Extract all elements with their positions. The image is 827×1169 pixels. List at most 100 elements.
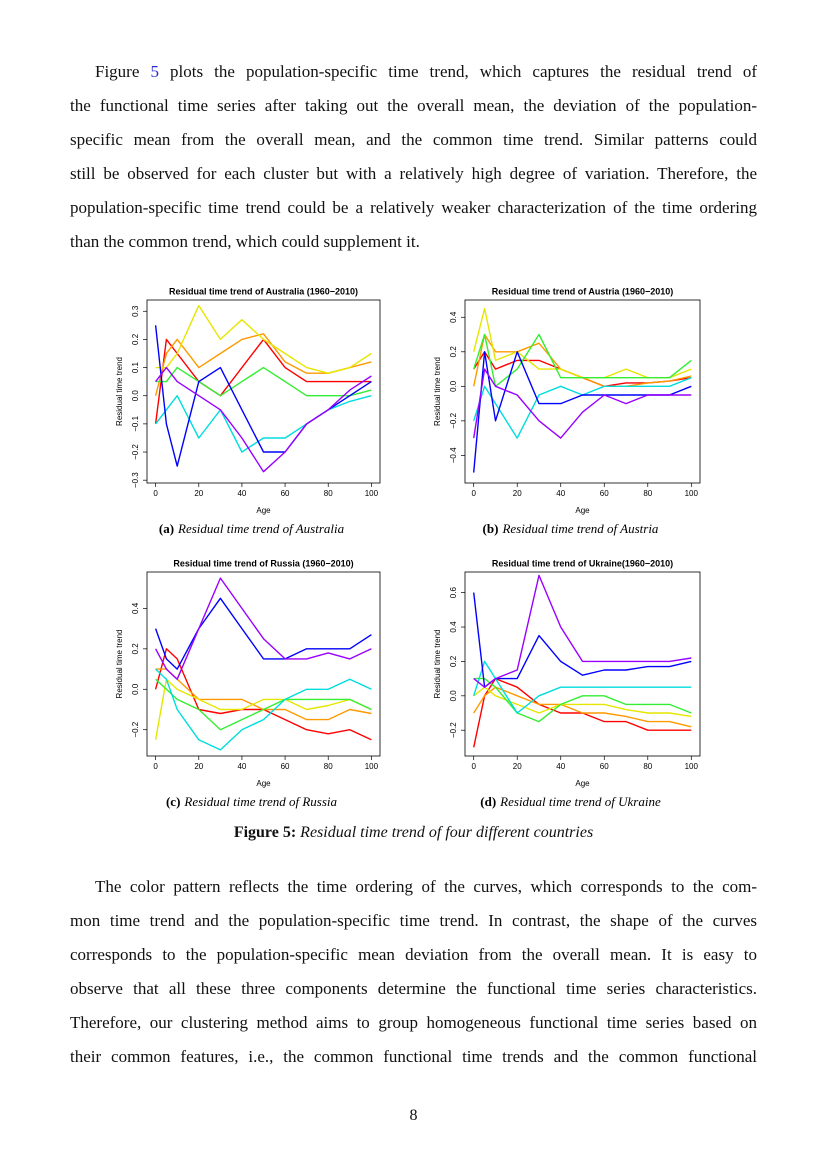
figure-link[interactable]: 5 — [150, 62, 159, 81]
plot-frame — [464, 571, 701, 757]
series-line — [473, 660, 692, 714]
text: plots the population-specific time trend… — [158, 62, 757, 81]
y-tick-label: −0.2 — [449, 412, 458, 428]
y-tick-label: 0.4 — [449, 311, 458, 323]
x-axis-label: Age — [575, 506, 590, 515]
y-tick-label: −0.3 — [131, 472, 140, 488]
x-tick-label: 0 — [153, 762, 158, 771]
series-line — [473, 677, 692, 723]
figure-caption: Figure 5: Residual time trend of four di… — [0, 824, 827, 842]
y-tick-label: 0.0 — [131, 683, 140, 695]
x-tick-label: 100 — [685, 489, 699, 498]
series-line — [154, 333, 372, 396]
x-tick-label: 60 — [281, 762, 290, 771]
series-line — [473, 307, 692, 379]
series-line — [154, 597, 372, 670]
series-line — [473, 351, 692, 387]
panel-caption: (c) Residual time trend of Russia — [166, 794, 338, 809]
plot-frame — [464, 299, 701, 484]
text-line: their common features, i.e., the common … — [70, 1047, 757, 1066]
series-line — [154, 577, 372, 680]
text-line: specific mean from the overall mean, and… — [70, 130, 757, 149]
caption-text: Residual time trend of Australia — [177, 521, 345, 536]
page-number: 8 — [409, 1107, 418, 1124]
chart-title: Residual time trend of Australia (1960−2… — [169, 286, 358, 296]
y-tick-label: 0.0 — [449, 690, 458, 702]
series-line — [155, 678, 372, 731]
series-line — [154, 338, 372, 424]
chart-title: Residual time trend of Russia (1960−2010… — [173, 558, 353, 568]
y-tick-label: 0.2 — [131, 333, 140, 345]
text-line: mon time trend and the population-specif… — [70, 911, 757, 930]
x-tick-label: 20 — [194, 489, 203, 498]
series-line — [155, 395, 372, 453]
x-axis-label: Age — [575, 779, 590, 788]
x-tick-label: 40 — [237, 489, 246, 498]
y-tick-label: 0.1 — [131, 361, 140, 373]
y-tick-label: 0.6 — [449, 587, 458, 599]
chart: Residual time trend of Austria (1960−201… — [433, 286, 701, 536]
x-tick-label: 80 — [324, 762, 333, 771]
y-tick-label: 0.4 — [449, 621, 458, 633]
x-tick-label: 0 — [471, 489, 476, 498]
series-line — [473, 368, 692, 439]
y-tick-label: 0.0 — [449, 380, 458, 392]
x-tick-label: 60 — [600, 762, 609, 771]
y-tick-label: −0.1 — [131, 415, 140, 431]
y-tick-label: 0.0 — [131, 390, 140, 402]
text-line: Figure 5 plots the population-specific t… — [95, 62, 757, 82]
y-tick-label: 0.4 — [131, 602, 140, 614]
caption-text: Residual time trend of four different co… — [300, 824, 594, 841]
x-tick-label: 60 — [281, 489, 290, 498]
y-axis-label: Residual time trend — [433, 357, 442, 426]
x-tick-label: 100 — [365, 489, 379, 498]
x-tick-label: 40 — [556, 762, 565, 771]
caption-label: (a) — [159, 521, 174, 536]
y-axis-label: Residual time trend — [115, 630, 124, 699]
series-line — [473, 686, 692, 728]
caption-label: (d) — [480, 794, 496, 809]
y-tick-label: −0.4 — [449, 447, 458, 463]
panel-caption: (b) Residual time trend of Austria — [483, 521, 659, 536]
caption-text: Residual time trend of Austria — [501, 521, 658, 536]
series-line — [155, 366, 372, 473]
x-tick-label: 60 — [600, 489, 609, 498]
series-line — [473, 686, 692, 718]
y-axis-label: Residual time trend — [115, 357, 124, 426]
series-line — [155, 366, 372, 397]
x-tick-label: 80 — [324, 489, 333, 498]
caption-text: Residual time trend of Ukraine — [499, 794, 661, 809]
text-line: corresponds to the population-specific m… — [70, 945, 757, 964]
x-tick-label: 40 — [237, 762, 246, 771]
x-tick-label: 0 — [153, 489, 158, 498]
y-tick-label: −0.2 — [449, 722, 458, 738]
caption-label: (c) — [166, 794, 180, 809]
chart: Residual time trend of Russia (1960−2010… — [115, 558, 381, 809]
text-line: still be observed for each cluster but w… — [70, 164, 757, 183]
x-tick-label: 20 — [513, 489, 522, 498]
series-line — [155, 668, 372, 751]
series-line — [473, 333, 692, 387]
series-line — [473, 574, 692, 688]
x-axis-label: Age — [256, 506, 271, 515]
series-line — [154, 678, 372, 740]
chart: Residual time trend of Australia (1960−2… — [115, 286, 381, 536]
text-line: Therefore, our clustering method aims to… — [70, 1013, 757, 1032]
caption-label: (b) — [483, 521, 499, 536]
text-line: The color pattern reflects the time orde… — [95, 877, 757, 896]
y-tick-label: 0.2 — [449, 655, 458, 667]
text: Figure — [95, 62, 151, 81]
y-axis-label: Residual time trend — [433, 630, 442, 699]
chart: Residual time trend of Ukraine(1960−2010… — [433, 558, 701, 809]
text-line: than the common trend, which could suppl… — [70, 232, 420, 251]
x-tick-label: 20 — [513, 762, 522, 771]
plot-frame — [146, 571, 381, 757]
text-line: population-specific time trend could be … — [70, 198, 757, 217]
y-tick-label: 0.2 — [131, 643, 140, 655]
series-line — [155, 304, 372, 374]
caption-text: Residual time trend of Russia — [183, 794, 337, 809]
caption-label: Figure 5: — [233, 824, 297, 841]
y-tick-label: −0.2 — [131, 444, 140, 460]
series-line — [473, 592, 692, 688]
